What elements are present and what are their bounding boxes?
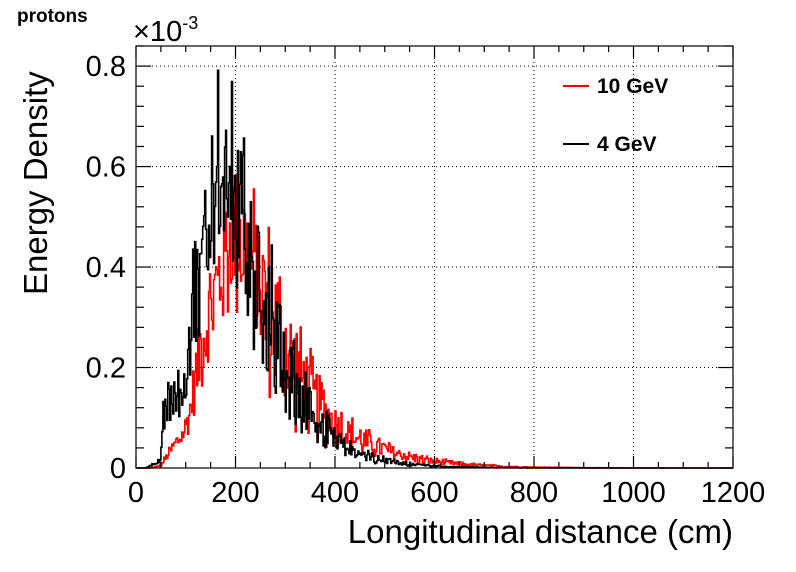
y-tick-label-2: 0.4: [86, 252, 126, 284]
y-axis-title: Energy Density: [17, 71, 54, 295]
x-axis-title: Longitudinal distance (cm): [348, 513, 733, 550]
x-tick-label-2: 400: [311, 477, 359, 509]
y-tick-label-3: 0.6: [86, 152, 126, 184]
y-tick-label-4: 0.8: [86, 51, 126, 83]
y-tick-label-0: 0: [110, 453, 126, 485]
x-tick-label-1: 200: [211, 477, 259, 509]
legend: 10 GeV 4 GeV: [563, 75, 668, 156]
legend-label-10gev: 10 GeV: [597, 75, 668, 98]
x-tick-label-3: 600: [410, 477, 458, 509]
x-tick-label-0: 0: [128, 477, 144, 509]
y-tick-label-1: 0.2: [86, 353, 126, 385]
x-tick-label-6: 1200: [701, 477, 766, 509]
x-tick-label-5: 1000: [601, 477, 666, 509]
y-multiplier: ×10-3: [133, 13, 198, 48]
chart-title: protons: [17, 6, 88, 27]
x-tick-label-4: 800: [510, 477, 558, 509]
y-multiplier-base: ×10: [133, 16, 182, 48]
y-multiplier-exponent: -3: [182, 13, 198, 33]
axes: 0 200 400 600 800 1000 1200 0 0.2 0.4 0.6 0.8: [86, 45, 766, 509]
legend-label-4gev: 4 GeV: [597, 133, 657, 156]
